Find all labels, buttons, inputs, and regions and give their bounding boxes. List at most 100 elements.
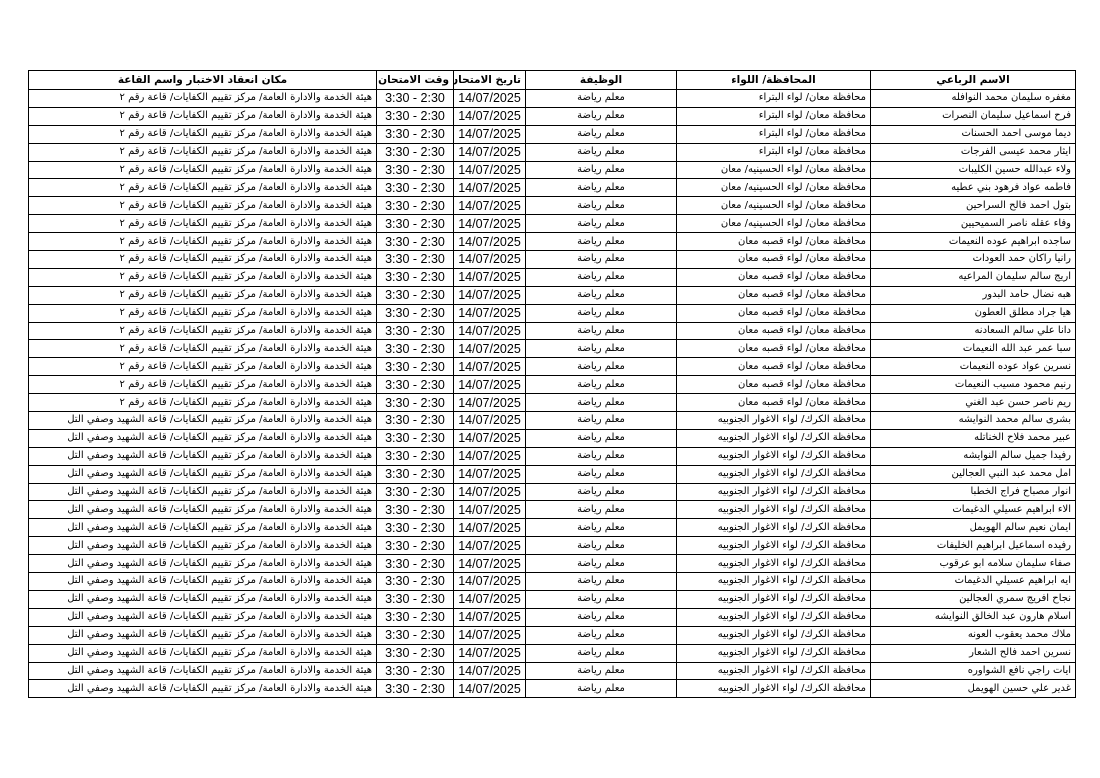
- job-title: معلم رياضة: [525, 124, 677, 144]
- governorate: محافظة معان/ لواء الحسينيه/ معان: [676, 196, 871, 216]
- full-name: اسلام هارون عبد الخالق النوايشه: [870, 607, 1076, 627]
- governorate: محافظة الكرك/ لواء الاغوار الجنوبيه: [676, 464, 871, 484]
- full-name: دانا علي سالم السعادنه: [870, 321, 1076, 341]
- full-name: نجاح افريج سمري العجالين: [870, 589, 1076, 609]
- governorate: محافظة الكرك/ لواء الاغوار الجنوبيه: [676, 679, 871, 699]
- job-title: معلم رياضة: [525, 267, 677, 287]
- exam-time: 3:30 - 2:30: [376, 393, 454, 413]
- exam-location: هيئة الخدمة والادارة العامة/ مركز تقييم …: [28, 679, 377, 699]
- table-row: ساجده ابراهيم عوده النعيمات محافظة معان/ …: [28, 232, 1076, 252]
- exam-time: 3:30 - 2:30: [376, 250, 454, 269]
- full-name: غدير علي حسين الهويمل: [870, 679, 1076, 699]
- exam-location: هيئة الخدمة والادارة العامة/ مركز تقييم …: [28, 321, 377, 341]
- full-name: ملاك محمد يعقوب العونه: [870, 625, 1076, 645]
- full-name: نسرين احمد فالح الشعار: [870, 643, 1076, 663]
- exam-date: 14/07/2025: [453, 625, 526, 645]
- exam-time: 3:30 - 2:30: [376, 267, 454, 287]
- exam-date: 14/07/2025: [453, 679, 526, 699]
- exam-location: هيئة الخدمة والادارة العامة/ مركز تقييم …: [28, 124, 377, 144]
- exam-time: 3:30 - 2:30: [376, 142, 454, 162]
- exam-location: هيئة الخدمة والادارة العامة/ مركز تقييم …: [28, 428, 377, 448]
- exam-date: 14/07/2025: [453, 572, 526, 591]
- job-title: معلم رياضة: [525, 89, 677, 108]
- exam-time: 3:30 - 2:30: [376, 196, 454, 216]
- governorate: محافظة معان/ لواء قصبه معان: [676, 285, 871, 305]
- job-title: معلم رياضة: [525, 572, 677, 591]
- exam-date: 14/07/2025: [453, 142, 526, 162]
- exam-time: 3:30 - 2:30: [376, 446, 454, 466]
- job-title: معلم رياضة: [525, 250, 677, 269]
- table-row: ايه ابراهيم عسيلي الدغيمات محافظة الكرك/ …: [28, 572, 1076, 591]
- exam-date: 14/07/2025: [453, 661, 526, 681]
- full-name: رفيده اسماعيل ابراهيم الخليفات: [870, 536, 1076, 556]
- exam-date: 14/07/2025: [453, 214, 526, 234]
- column-header: الوظيفة: [525, 70, 677, 90]
- table-row: انوار مصباح فراج الخطبا محافظة الكرك/ لوا…: [28, 482, 1076, 502]
- exam-location: هيئة الخدمة والادارة العامة/ مركز تقييم …: [28, 554, 377, 574]
- exam-location: هيئة الخدمة والادارة العامة/ مركز تقييم …: [28, 607, 377, 627]
- exam-date: 14/07/2025: [453, 232, 526, 252]
- job-title: معلم رياضة: [525, 625, 677, 645]
- table-row: سبا عمر عبد الله النعيمات محافظة معان/ لو…: [28, 339, 1076, 359]
- job-title: معلم رياضة: [525, 411, 677, 430]
- exam-date: 14/07/2025: [453, 482, 526, 502]
- exam-time: 3:30 - 2:30: [376, 482, 454, 502]
- full-name: رنيم محمود مسيب النعيمات: [870, 375, 1076, 395]
- exam-date: 14/07/2025: [453, 178, 526, 198]
- table-row: هيا جراد مطلق العطون محافظة معان/ لواء قص…: [28, 303, 1076, 323]
- table-row: نسرين احمد فالح الشعار محافظة الكرك/ لواء…: [28, 643, 1076, 663]
- full-name: فاطمه عواد فرهود بني عطيه: [870, 178, 1076, 198]
- exam-location: هيئة الخدمة والادارة العامة/ مركز تقييم …: [28, 482, 377, 502]
- exam-date: 14/07/2025: [453, 160, 526, 180]
- job-title: معلم رياضة: [525, 554, 677, 574]
- exam-location: هيئة الخدمة والادارة العامة/ مركز تقييم …: [28, 160, 377, 180]
- job-title: معلم رياضة: [525, 536, 677, 556]
- exam-location: هيئة الخدمة والادارة العامة/ مركز تقييم …: [28, 232, 377, 252]
- exam-date: 14/07/2025: [453, 518, 526, 538]
- column-header: المحافظة/ اللواء: [676, 70, 871, 90]
- exam-date: 14/07/2025: [453, 250, 526, 269]
- governorate: محافظة معان/ لواء البتراء: [676, 106, 871, 126]
- exam-location: هيئة الخدمة والادارة العامة/ مركز تقييم …: [28, 142, 377, 162]
- governorate: محافظة معان/ لواء قصبه معان: [676, 303, 871, 323]
- job-title: معلم رياضة: [525, 214, 677, 234]
- exam-time: 3:30 - 2:30: [376, 303, 454, 323]
- exam-date: 14/07/2025: [453, 446, 526, 466]
- job-title: معلم رياضة: [525, 518, 677, 538]
- exam-time: 3:30 - 2:30: [376, 572, 454, 591]
- exam-location: هيئة الخدمة والادارة العامة/ مركز تقييم …: [28, 411, 377, 430]
- table-row: فرح اسماعيل سليمان النصرات محافظة معان/ ل…: [28, 106, 1076, 126]
- governorate: محافظة معان/ لواء البتراء: [676, 124, 871, 144]
- exam-time: 3:30 - 2:30: [376, 428, 454, 448]
- exam-location: هيئة الخدمة والادارة العامة/ مركز تقييم …: [28, 339, 377, 359]
- full-name: الاء ابراهيم عسيلي الدغيمات: [870, 500, 1076, 520]
- governorate: محافظة الكرك/ لواء الاغوار الجنوبيه: [676, 482, 871, 502]
- governorate: محافظة الكرك/ لواء الاغوار الجنوبيه: [676, 554, 871, 574]
- governorate: محافظة معان/ لواء الحسينيه/ معان: [676, 160, 871, 180]
- exam-location: هيئة الخدمة والادارة العامة/ مركز تقييم …: [28, 89, 377, 108]
- exam-date: 14/07/2025: [453, 124, 526, 144]
- job-title: معلم رياضة: [525, 285, 677, 305]
- table-row: بشرى سالم محمد النوايشه محافظة الكرك/ لوا…: [28, 411, 1076, 430]
- full-name: ديما موسى احمد الحسنات: [870, 124, 1076, 144]
- exam-time: 3:30 - 2:30: [376, 285, 454, 305]
- exam-date: 14/07/2025: [453, 357, 526, 377]
- governorate: محافظة معان/ لواء الحسينيه/ معان: [676, 178, 871, 198]
- exam-time: 3:30 - 2:30: [376, 89, 454, 108]
- table-row: فاطمه عواد فرهود بني عطيه محافظة معان/ لو…: [28, 178, 1076, 198]
- exam-date: 14/07/2025: [453, 536, 526, 556]
- table-row: غدير علي حسين الهويمل محافظة الكرك/ لواء …: [28, 679, 1076, 699]
- exam-location: هيئة الخدمة والادارة العامة/ مركز تقييم …: [28, 267, 377, 287]
- exam-time: 3:30 - 2:30: [376, 661, 454, 681]
- table-row: اسلام هارون عبد الخالق النوايشه محافظة ال…: [28, 607, 1076, 627]
- exam-location: هيئة الخدمة والادارة العامة/ مركز تقييم …: [28, 106, 377, 126]
- full-name: انوار مصباح فراج الخطبا: [870, 482, 1076, 502]
- exam-date: 14/07/2025: [453, 89, 526, 108]
- table-row: اريج سالم سليمان المراعيه محافظة معان/ لو…: [28, 267, 1076, 287]
- exam-time: 3:30 - 2:30: [376, 124, 454, 144]
- exam-location: هيئة الخدمة والادارة العامة/ مركز تقييم …: [28, 572, 377, 591]
- governorate: محافظة معان/ لواء قصبه معان: [676, 339, 871, 359]
- governorate: محافظة الكرك/ لواء الاغوار الجنوبيه: [676, 625, 871, 645]
- exam-date: 14/07/2025: [453, 267, 526, 287]
